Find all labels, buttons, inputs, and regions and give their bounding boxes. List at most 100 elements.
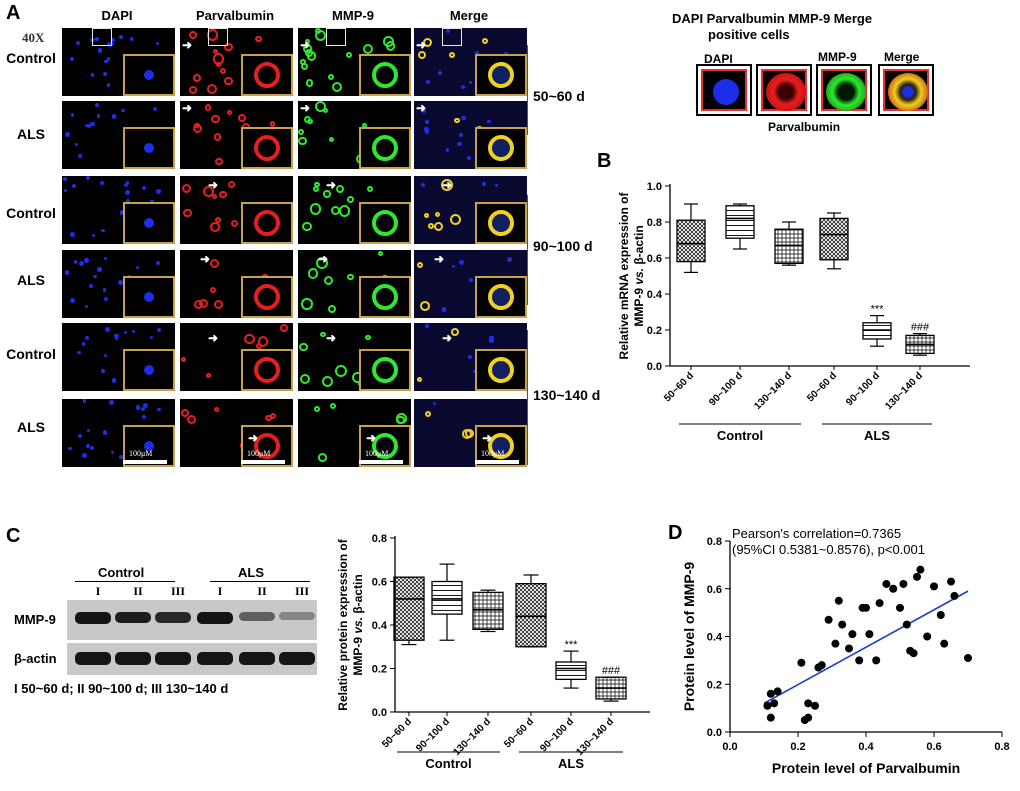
scatter-point <box>804 713 813 722</box>
y-label-part: β-actin <box>351 574 365 617</box>
box-body <box>862 322 892 340</box>
stained-cell <box>315 257 328 269</box>
nucleus-dot <box>108 400 114 406</box>
stained-cell <box>183 208 192 218</box>
legend-label-merge: Merge <box>884 50 920 64</box>
nucleus-dot <box>432 402 436 406</box>
age-label-2: 90~100 d <box>533 238 593 254</box>
stained-cell <box>206 373 212 379</box>
stained-cell <box>244 333 255 345</box>
y-tick-label: 0.4 <box>372 620 388 632</box>
nucleus-dot <box>140 406 145 412</box>
nucleus-dot <box>70 113 75 117</box>
scale-bar-label: 100μM <box>481 449 505 458</box>
nucleus-dot <box>100 181 105 186</box>
arrow-icon: ➜ <box>300 101 311 115</box>
nucleus-dot <box>102 72 107 77</box>
stained-cell <box>335 364 347 377</box>
stained-cell <box>448 52 455 59</box>
stained-cell <box>318 453 327 462</box>
micrograph-mmp9-row-2: ➜ <box>298 101 411 169</box>
stained-cell <box>323 275 334 286</box>
scatter-point <box>766 713 775 722</box>
stained-cell <box>301 62 309 70</box>
stained-cell <box>314 101 326 113</box>
mmp9-band <box>197 612 233 624</box>
nucleus-dot <box>64 270 69 275</box>
inset-cell <box>488 135 514 161</box>
box-4 <box>515 574 547 648</box>
stained-cell <box>425 410 431 417</box>
scatter-point <box>797 658 806 667</box>
inset-cell <box>254 135 280 161</box>
legend-label-mmp9: MMP-9 <box>818 50 857 64</box>
nucleus-dot <box>74 143 78 147</box>
inset-cell <box>372 62 398 88</box>
nucleus-dot <box>118 454 124 460</box>
nucleus-dot <box>86 176 91 181</box>
y-tick-label: 0.6 <box>372 577 387 589</box>
inset-zoom <box>123 127 175 169</box>
micrograph-merge-row-2: ➜ <box>414 101 527 169</box>
stained-cell <box>336 184 345 193</box>
scatter-point <box>770 699 779 708</box>
mmp9-band <box>155 612 191 623</box>
x-tick-label: 0.4 <box>858 741 874 753</box>
inset-zoom <box>359 127 411 169</box>
nucleus-dot <box>461 85 465 90</box>
inset-zoom <box>123 202 175 244</box>
nucleus-dot <box>68 446 72 450</box>
inset-cell <box>488 433 514 459</box>
nucleus-dot <box>119 210 125 215</box>
stained-cell <box>192 74 201 83</box>
selection-box <box>208 28 228 46</box>
micrograph-parvalbumin-row-3: ➜ <box>180 176 293 244</box>
nucleus-dot <box>458 260 464 266</box>
nucleus-dot <box>89 121 95 127</box>
inset-zoom <box>475 349 527 391</box>
inset-zoom <box>359 276 411 318</box>
stained-cell <box>338 205 351 217</box>
scatter-point <box>909 649 918 658</box>
blot-lane-label: III <box>294 584 309 598</box>
inset-cell <box>488 62 514 88</box>
scatter-point <box>855 656 864 665</box>
stained-cell <box>304 38 311 45</box>
nucleus-dot <box>62 177 68 182</box>
y-label-part: MMP-9 <box>632 285 646 327</box>
inset-zoom <box>359 349 411 391</box>
y-axis-label: Protein level of MMP-9 <box>681 562 697 712</box>
nucleus-dot <box>461 115 466 121</box>
legend-cell-mmp9 <box>816 64 872 116</box>
arrow-icon: ➜ <box>300 38 311 52</box>
box-body <box>393 576 425 641</box>
nucleus-dot <box>77 350 81 355</box>
scatter-point <box>848 630 857 639</box>
stained-cell <box>210 287 216 294</box>
stained-cell <box>211 115 220 124</box>
scatter-point <box>766 689 775 698</box>
nucleus-dot <box>482 181 487 186</box>
scale-bar <box>123 460 167 464</box>
arrow-icon: ➜ <box>366 431 377 445</box>
stained-cell <box>224 76 233 86</box>
stained-cell <box>214 300 224 310</box>
x-tick-label: 130~140 d <box>883 370 925 412</box>
nucleus-dot <box>97 267 102 272</box>
col-head-dapi: DAPI <box>101 8 133 23</box>
stained-cell <box>327 73 335 81</box>
nucleus-dot <box>424 129 430 135</box>
stained-cell <box>299 342 308 352</box>
inset-nucleus <box>144 143 154 153</box>
nucleus-dot <box>420 183 425 188</box>
nucleus-dot <box>89 445 94 451</box>
nucleus-dot <box>71 183 77 189</box>
stained-cell <box>323 190 331 198</box>
x-tick-label: 0.6 <box>926 741 941 753</box>
y-tick-label: 0.6 <box>707 584 722 596</box>
stained-cell <box>322 108 328 114</box>
mmp9-cell <box>826 73 866 111</box>
nucleus-dot <box>83 258 89 264</box>
x-tick-label: 0.2 <box>790 741 805 753</box>
stained-cell <box>332 82 343 93</box>
